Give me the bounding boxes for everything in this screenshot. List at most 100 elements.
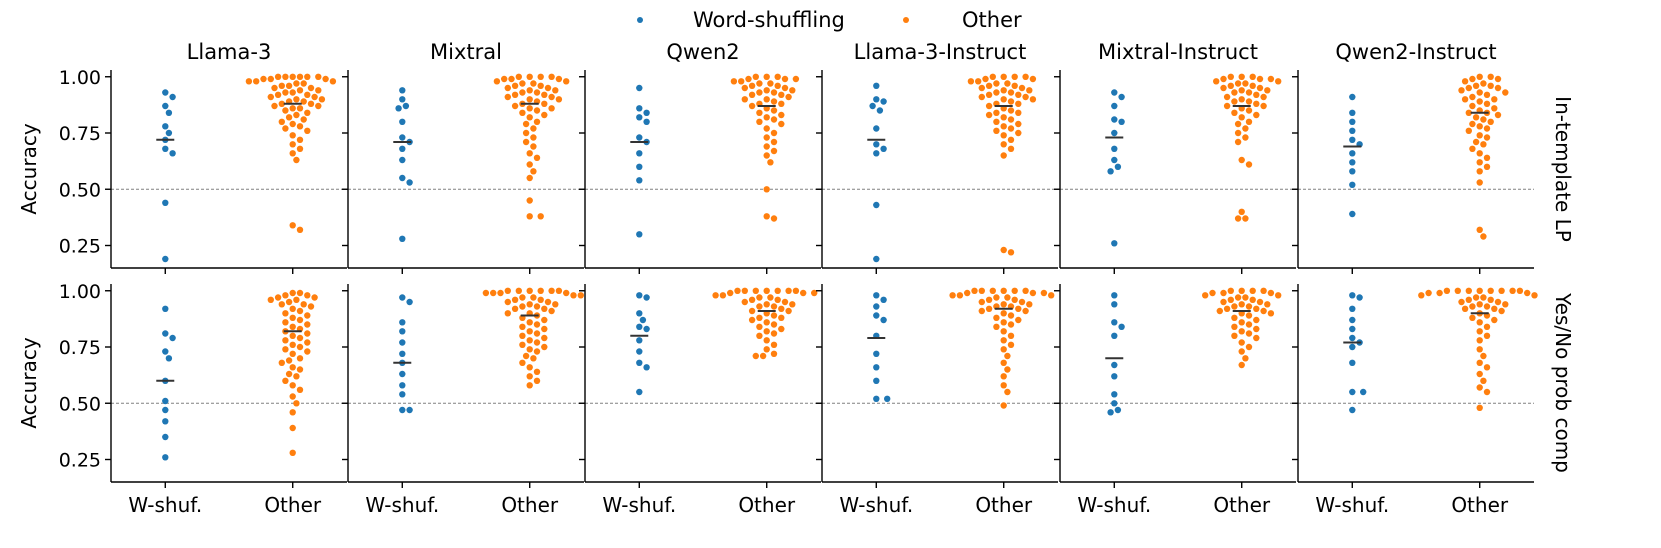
other-point [1487, 82, 1494, 90]
other-point [1220, 298, 1227, 306]
other-point [296, 105, 304, 112]
x-tick-label: W-shuf. [1077, 493, 1151, 517]
other-point [763, 143, 770, 150]
other-point [1245, 312, 1253, 319]
other-point [1531, 292, 1538, 299]
other-point [519, 332, 526, 339]
other-point [1483, 163, 1491, 170]
other-point [964, 289, 971, 297]
other-point [985, 305, 993, 312]
other-point [530, 80, 537, 87]
other-point [1011, 287, 1018, 294]
other-point [282, 319, 289, 326]
other-point [289, 449, 296, 456]
x-tick-label: Other [738, 493, 796, 517]
other-point [296, 355, 304, 362]
other-point [296, 386, 304, 393]
other-point [778, 314, 785, 321]
word-shuffling-point [1349, 334, 1356, 342]
word-shuffling-point [1111, 301, 1118, 308]
other-point [1015, 120, 1022, 128]
word-shuffling-point [636, 348, 643, 355]
other-point [329, 78, 337, 85]
other-point [519, 341, 526, 348]
word-shuffling-point [1349, 325, 1356, 333]
other-point [1000, 310, 1007, 317]
other-point [1000, 319, 1007, 326]
other-point [526, 346, 533, 353]
other-point [781, 75, 789, 83]
other-point [289, 364, 296, 371]
word-shuffling-point [1349, 388, 1356, 396]
other-point [1260, 287, 1267, 294]
word-shuffling-point [399, 96, 406, 103]
column-title: Qwen2-Instruct [1335, 40, 1496, 64]
other-point [727, 289, 734, 297]
word-shuffling-point [1349, 316, 1356, 324]
word-shuffling-point [162, 433, 169, 441]
other-point [978, 84, 985, 92]
other-point [1245, 98, 1253, 105]
word-shuffling-point [880, 296, 887, 303]
other-point [1238, 348, 1245, 355]
other-point [1476, 98, 1483, 105]
other-point [1245, 161, 1253, 168]
other-point [1000, 359, 1007, 366]
other-point [778, 100, 785, 108]
other-point [1000, 132, 1007, 139]
other-point [282, 125, 289, 132]
other-point [800, 289, 807, 297]
other-point [293, 373, 300, 380]
word-shuffling-point [399, 391, 406, 398]
other-point [741, 298, 748, 306]
other-point [1267, 75, 1275, 83]
other-point [1022, 93, 1029, 101]
other-point [1000, 87, 1007, 94]
word-shuffling-point [162, 145, 169, 152]
word-shuffling-point [643, 118, 650, 126]
other-point [1242, 134, 1249, 141]
other-point [1000, 152, 1007, 159]
other-point [745, 75, 752, 83]
y-tick-label: 0.50 [59, 393, 101, 415]
other-point [541, 100, 548, 108]
word-shuffling-point [399, 118, 406, 126]
other-point [1253, 91, 1260, 99]
other-point [985, 102, 993, 110]
other-point [993, 323, 1000, 330]
word-shuffling-point [169, 334, 176, 342]
other-point [304, 73, 311, 81]
other-point [289, 332, 296, 339]
other-point [770, 341, 778, 348]
other-point [778, 120, 785, 128]
other-point [1483, 364, 1491, 371]
word-shuffling-point [873, 150, 880, 157]
other-point [493, 78, 501, 85]
other-point [533, 118, 541, 126]
other-point [1015, 305, 1022, 312]
other-point [515, 73, 522, 81]
other-point [1004, 366, 1011, 373]
other-point [1267, 289, 1275, 297]
other-point [770, 89, 778, 96]
other-point [1220, 289, 1227, 297]
word-shuffling-point [165, 109, 173, 117]
other-point [274, 91, 282, 99]
other-point [1011, 73, 1018, 81]
other-point [1007, 321, 1015, 328]
other-point [530, 143, 537, 150]
other-point [741, 287, 748, 294]
word-shuffling-point [873, 303, 880, 310]
other-point [770, 330, 778, 337]
other-point [296, 289, 304, 297]
word-shuffling-point [399, 134, 406, 141]
word-shuffling-point [1111, 116, 1118, 123]
other-point [278, 100, 285, 108]
word-shuffling-point [399, 87, 406, 94]
word-shuffling-point [643, 294, 650, 301]
other-point [978, 93, 985, 101]
other-point [526, 337, 533, 344]
other-point [756, 118, 763, 126]
other-point [949, 292, 956, 299]
other-point [1249, 296, 1256, 303]
